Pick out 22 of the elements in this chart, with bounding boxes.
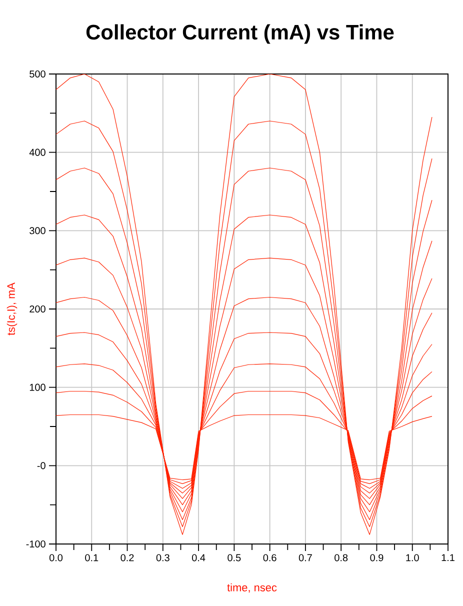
- y-tick-label: 300: [30, 227, 46, 234]
- x-tick-label: 1.1: [442, 554, 454, 562]
- x-tick-label: 0.9: [370, 554, 384, 562]
- y-tick-label: 200: [30, 305, 46, 313]
- x-tick-label: 0.4: [192, 554, 206, 562]
- x-tick-label: 0.2: [120, 554, 134, 562]
- chart-title: Collector Current (mA) vs Time: [86, 24, 394, 44]
- x-tick-label: 0.0: [49, 554, 63, 562]
- y-axis-title: ts(Ic,I), mA: [6, 282, 18, 336]
- x-tick-label: 0.3: [156, 554, 170, 562]
- y-tick-label: 100: [30, 384, 46, 391]
- x-axis-title: time, nsec: [227, 583, 277, 593]
- y-tick-label: -0: [37, 462, 46, 470]
- y-tick-label: -100: [26, 540, 46, 548]
- x-tick-label: 0.8: [334, 554, 348, 562]
- x-tick-label: 0.6: [263, 554, 276, 562]
- x-tick-label: 0.1: [85, 554, 98, 562]
- x-tick-label: 0.5: [228, 554, 241, 562]
- y-tick-label: 400: [29, 148, 46, 156]
- x-tick-label: 0.7: [298, 554, 312, 562]
- x-tick-label: 1.0: [406, 554, 419, 562]
- y-tick-label: 500: [30, 70, 46, 78]
